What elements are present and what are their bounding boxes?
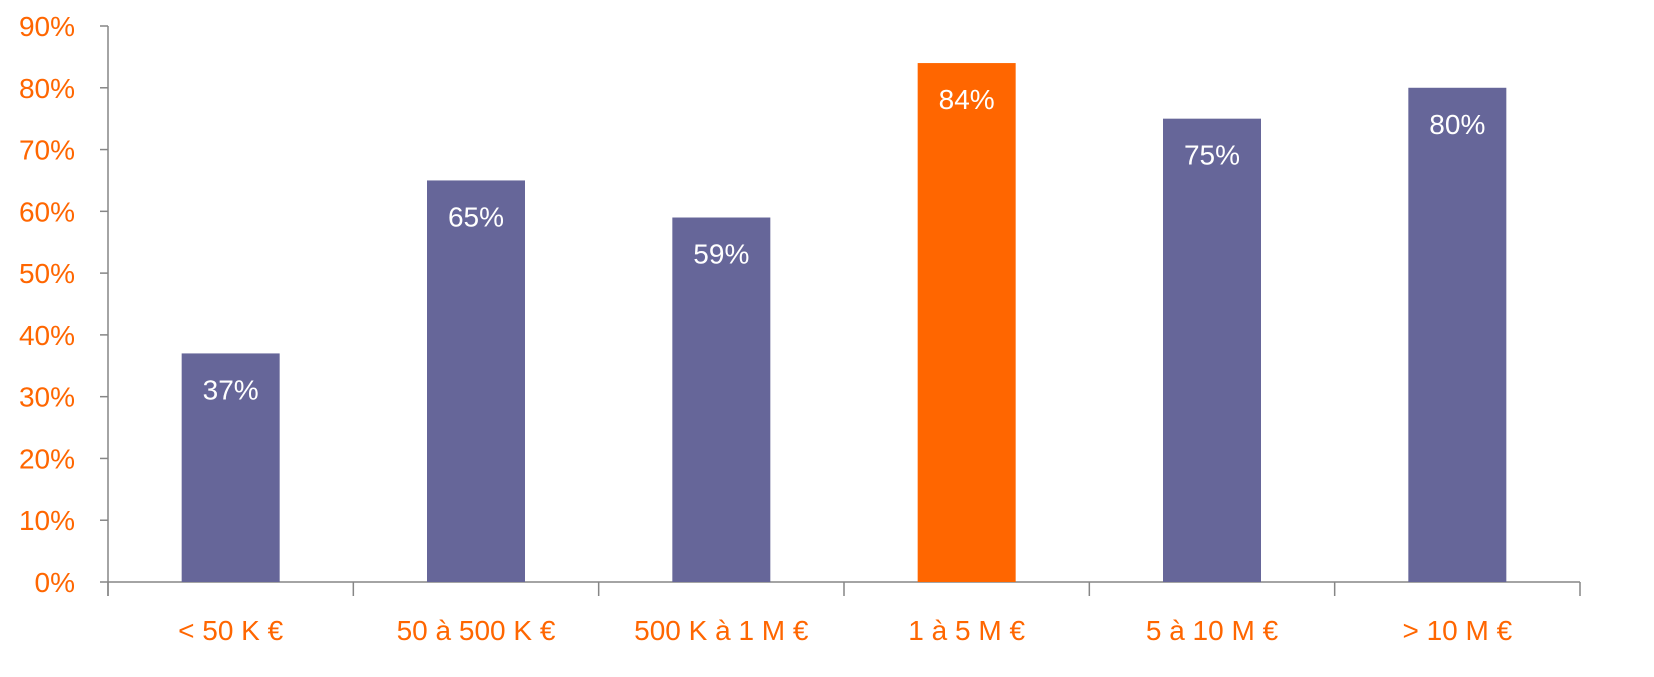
bar bbox=[181, 353, 280, 582]
x-tick-label: < 50 K € bbox=[178, 615, 284, 646]
x-tick-label: 500 K à 1 M € bbox=[634, 615, 809, 646]
data-label: 84% bbox=[939, 84, 995, 115]
y-tick-label: 20% bbox=[19, 443, 75, 474]
y-tick-label: 70% bbox=[19, 135, 75, 166]
bar bbox=[1163, 118, 1261, 583]
y-tick-label: 90% bbox=[19, 11, 75, 42]
x-tick-label: > 10 M € bbox=[1402, 615, 1512, 646]
y-tick-label: 40% bbox=[19, 320, 75, 351]
y-tick-label: 50% bbox=[19, 258, 75, 289]
y-tick-label: 80% bbox=[19, 73, 75, 104]
y-tick-label: 10% bbox=[19, 505, 75, 536]
labels: 37% < 50 K € 65% 50 à 500 K € 59% 500 K à 1 M… bbox=[178, 84, 1513, 646]
data-label: 80% bbox=[1429, 109, 1485, 140]
x-tick-label: 1 à 5 M € bbox=[908, 615, 1025, 646]
y-tick-label: 0% bbox=[35, 567, 75, 598]
data-label: 65% bbox=[448, 201, 504, 232]
bars bbox=[181, 63, 1507, 583]
axes: 0% 10% 20% 30% 40% 50% 60% 70% 80% 90% bbox=[19, 11, 1581, 598]
y-tick-label: 30% bbox=[19, 382, 75, 413]
bar bbox=[672, 217, 771, 582]
x-tick-label: 5 à 10 M € bbox=[1146, 615, 1279, 646]
data-label: 75% bbox=[1184, 140, 1240, 171]
data-label: 37% bbox=[203, 374, 259, 405]
bar bbox=[1408, 87, 1507, 583]
x-tick-label: 50 à 500 K € bbox=[397, 615, 556, 646]
bar bbox=[427, 180, 525, 582]
bar bbox=[917, 63, 1016, 583]
y-tick-label: 60% bbox=[19, 196, 75, 227]
data-label: 59% bbox=[693, 239, 749, 270]
